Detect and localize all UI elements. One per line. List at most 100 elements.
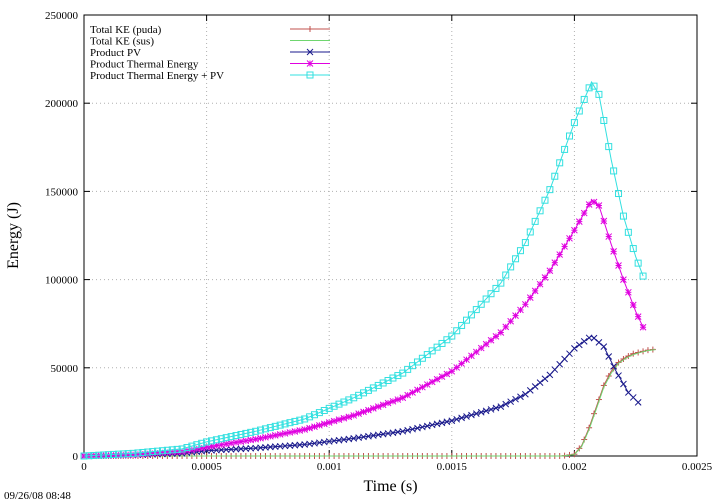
data-point: [217, 435, 225, 443]
data-point: [561, 243, 568, 250]
data-point: [301, 426, 309, 433]
data-point: [458, 321, 466, 329]
data-point: [600, 217, 608, 225]
data-point: [458, 414, 465, 422]
data-point: [595, 90, 603, 98]
data-point: [595, 202, 603, 209]
data-point: [335, 400, 343, 408]
data-point: [198, 439, 206, 447]
data-point: [247, 436, 255, 444]
data-point: [492, 284, 500, 292]
data-point: [615, 262, 622, 269]
data-point: [482, 407, 490, 415]
data-point: [296, 416, 304, 424]
data-point: [507, 263, 515, 271]
data-point: [330, 417, 338, 425]
data-point: [173, 445, 181, 453]
data-point: [546, 267, 554, 275]
data-point: [468, 411, 475, 419]
data-point: [472, 306, 480, 314]
y-tick-label: 0: [73, 451, 79, 463]
data-point: [271, 432, 279, 439]
legend-label: Total KE (puda): [90, 24, 162, 36]
data-point: [271, 422, 279, 430]
data-point: [634, 259, 642, 267]
data-point: [487, 290, 495, 298]
data-point: [472, 348, 480, 356]
data-point: [575, 341, 583, 349]
data-point: [487, 406, 495, 413]
data-point: [517, 306, 524, 314]
data-point: [453, 415, 461, 423]
data-point: [566, 350, 573, 358]
data-point: [306, 424, 313, 432]
grid-lines: [84, 15, 697, 456]
data-point: [629, 245, 637, 253]
data-point: [634, 313, 642, 320]
data-point: [404, 391, 412, 399]
series-1: [81, 346, 656, 459]
data-point: [369, 384, 377, 392]
data-point: [144, 448, 152, 456]
data-point: [551, 366, 559, 373]
data-point: [624, 228, 632, 236]
data-point: [374, 381, 382, 389]
data-point: [526, 294, 534, 301]
data-point: [605, 143, 613, 151]
data-point: [497, 279, 505, 287]
data-point: [168, 446, 176, 454]
x-tick-label: 0.0015: [437, 461, 468, 473]
x-tick-label: 0.0025: [682, 461, 713, 473]
data-point: [634, 399, 642, 406]
data-point: [453, 364, 461, 371]
data-point: [80, 452, 88, 460]
data-point: [531, 287, 539, 295]
data-point: [291, 417, 299, 425]
data-point: [590, 198, 598, 206]
data-point: [541, 274, 549, 281]
data-point: [546, 186, 554, 194]
data-point: [134, 449, 142, 457]
data-point: [463, 413, 470, 420]
data-point: [208, 437, 216, 445]
data-point: [438, 339, 446, 347]
data-point: [536, 207, 544, 215]
data-point: [109, 450, 117, 458]
data-point: [629, 301, 637, 309]
series-line: [84, 348, 656, 457]
data-point: [374, 403, 382, 410]
data-point: [212, 436, 220, 444]
data-point: [85, 452, 93, 460]
data-point: [379, 379, 387, 387]
data-point: [619, 212, 627, 220]
series-4: [80, 198, 647, 460]
data-point: [423, 351, 431, 359]
data-point: [350, 394, 358, 402]
data-point: [100, 451, 108, 459]
data-point: [183, 444, 191, 452]
data-point: [541, 196, 549, 204]
x-tick-label: 0.002: [562, 461, 587, 473]
data-point: [512, 312, 519, 319]
data-point: [556, 251, 564, 258]
data-point: [129, 449, 137, 457]
data-point: [620, 276, 627, 283]
data-point: [114, 450, 122, 458]
data-point: [261, 425, 269, 433]
data-point: [252, 427, 260, 435]
data-point: [448, 332, 456, 340]
data-point: [163, 446, 171, 454]
data-point: [605, 353, 613, 360]
data-point: [526, 387, 534, 394]
data-point: [139, 448, 147, 456]
series-line: [84, 349, 656, 457]
data-point: [154, 447, 162, 455]
data-point: [615, 372, 622, 379]
data-point: [516, 247, 524, 255]
data-point: [561, 145, 569, 153]
data-point: [610, 167, 618, 175]
data-point: [330, 402, 338, 410]
data-point: [389, 374, 397, 382]
data-point: [242, 429, 250, 437]
legend-marker: [306, 48, 314, 56]
